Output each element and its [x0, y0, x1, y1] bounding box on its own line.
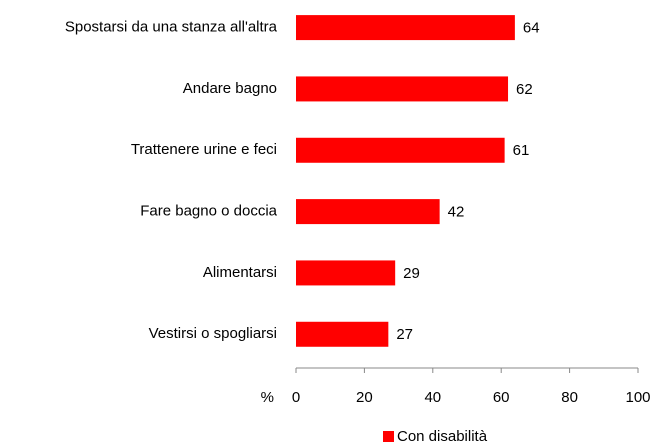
bar — [296, 137, 505, 163]
data-label: 27 — [396, 326, 413, 343]
legend-swatch — [383, 431, 394, 442]
bar — [296, 199, 440, 225]
x-tick-label: 0 — [292, 389, 300, 406]
x-tick-label: 40 — [424, 389, 441, 406]
x-tick-label: 80 — [561, 389, 578, 406]
x-axis-label: % — [261, 389, 274, 406]
y-tick-label: Trattenere urine e feci — [131, 141, 277, 158]
y-tick-label: Spostarsi da una stanza all'altra — [65, 19, 278, 36]
x-tick-label: 20 — [356, 389, 373, 406]
y-tick-label: Alimentarsi — [203, 264, 277, 281]
bar — [296, 260, 396, 286]
y-tick-label: Fare bagno o doccia — [140, 203, 277, 220]
data-label: 64 — [523, 20, 540, 37]
y-tick-label: Vestirsi o spogliarsi — [149, 325, 277, 342]
legend-label: Con disabilità — [397, 428, 488, 445]
x-tick-label: 100 — [625, 389, 650, 406]
data-label: 42 — [448, 204, 465, 221]
x-tick-label: 60 — [493, 389, 510, 406]
data-label: 62 — [516, 81, 533, 98]
bar — [296, 321, 389, 347]
y-tick-label: Andare bagno — [183, 80, 277, 97]
bar — [296, 76, 509, 102]
data-label: 29 — [403, 265, 420, 282]
data-label: 61 — [513, 142, 530, 159]
bar — [296, 15, 515, 41]
